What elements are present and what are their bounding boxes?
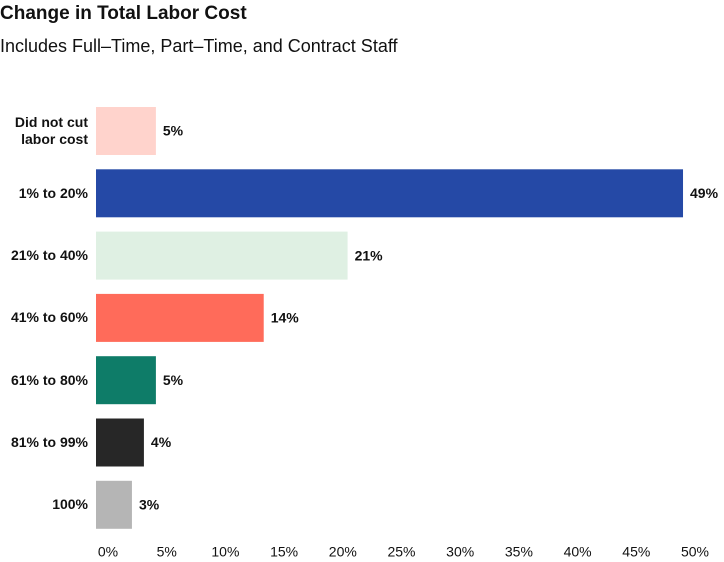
chart-title: Change in Total Labor Cost	[0, 3, 247, 24]
category-label-box: 41% to 60%	[10, 309, 88, 326]
value-label: 14%	[271, 310, 300, 326]
bar	[96, 293, 264, 342]
category-label-box: 81% to 99%	[10, 434, 88, 450]
bar	[96, 356, 156, 405]
x-tick-label: 20%	[329, 544, 357, 560]
value-label: 49%	[690, 185, 719, 201]
x-tick-label: 30%	[446, 544, 474, 560]
x-tick-label: 25%	[387, 544, 415, 560]
x-tick-label: 10%	[211, 544, 239, 560]
category-label-box: 100%	[52, 496, 88, 513]
value-label: 3%	[139, 497, 160, 513]
category-label: 81% to 99%	[10, 434, 88, 450]
x-tick-label: 15%	[270, 544, 298, 560]
x-tick-label: 40%	[564, 544, 592, 560]
category-label: 1% to 20%	[18, 184, 88, 201]
category-label: 61% to 80%	[10, 371, 88, 388]
value-label: 21%	[355, 247, 384, 263]
category-label-box: 21% to 40%	[10, 247, 88, 264]
x-tick-label: 0%	[98, 544, 118, 560]
category-label: 21% to 40%	[10, 247, 88, 264]
bar	[96, 107, 156, 155]
category-label-box: 1% to 20%	[18, 184, 88, 201]
bar	[96, 480, 132, 529]
category-label: 100%	[52, 496, 88, 513]
value-label: 4%	[151, 434, 172, 450]
bar	[96, 231, 348, 280]
x-tick-label: 35%	[505, 544, 533, 560]
x-tick-label: 50%	[681, 544, 709, 560]
chart-subtitle: Includes Full–Time, Part–Time, and Contr…	[0, 36, 399, 56]
bar	[96, 169, 684, 218]
x-tick-label: 45%	[622, 544, 650, 560]
x-tick-label: 5%	[157, 544, 177, 560]
category-label-box: 61% to 80%	[10, 371, 88, 388]
value-label: 5%	[163, 123, 184, 139]
bar	[96, 418, 144, 467]
category-label: Did not cut labor cost	[14, 114, 88, 147]
category-label-box: Did not cut labor cost	[14, 114, 88, 147]
category-label: 41% to 60%	[10, 309, 88, 326]
value-label: 5%	[163, 372, 184, 388]
